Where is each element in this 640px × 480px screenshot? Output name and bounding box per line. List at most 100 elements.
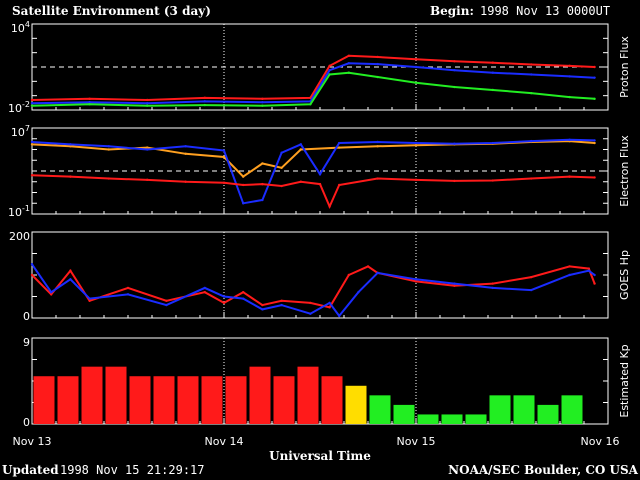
updated-value: 1998 Nov 15 21:29:17 (60, 463, 205, 477)
credit-text: NOAA/SEC Boulder, CO USA (448, 463, 639, 477)
data-point-blue (453, 68, 456, 72)
data-point-blue (318, 173, 322, 176)
data-point-red (261, 97, 264, 101)
data-point-blue (309, 312, 312, 315)
data-point-green (30, 104, 34, 107)
data-point-blue (280, 151, 283, 154)
data-point-orange (107, 148, 111, 151)
kp-bar (345, 385, 367, 424)
data-point-red (107, 177, 111, 180)
data-point-green (88, 103, 91, 106)
data-point-blue (376, 271, 379, 275)
data-point-red (376, 55, 379, 59)
data-point-red (126, 286, 130, 290)
data-point-green (530, 91, 533, 95)
data-point-orange (30, 143, 34, 146)
data-point-red (299, 180, 302, 183)
x-tick-0: Nov 13 (13, 435, 52, 448)
data-point-red (491, 61, 494, 64)
data-point-red (30, 98, 34, 102)
data-point-blue (69, 143, 72, 146)
data-point-red (366, 265, 370, 268)
data-point-blue (347, 62, 350, 65)
data-point-orange (299, 148, 302, 151)
data-point-blue (357, 291, 360, 294)
data-point-blue (69, 278, 72, 281)
data-point-blue (146, 101, 149, 105)
y-tick-top-0: 104 (11, 20, 30, 35)
kp-bar (249, 366, 271, 424)
data-point-red (414, 280, 418, 283)
kp-bar (513, 395, 535, 424)
kp-bar (201, 376, 223, 424)
data-point-red (414, 58, 418, 61)
data-point-orange (146, 146, 149, 149)
data-point-blue (414, 141, 418, 145)
x-tick-3: Nov 16 (581, 435, 620, 448)
y-axis-label-3: Estimated Kp (618, 344, 631, 417)
data-point-orange (222, 155, 226, 159)
data-point-red (88, 97, 91, 101)
data-point-red (203, 291, 206, 294)
data-point-red (347, 54, 350, 58)
data-point-red (587, 267, 590, 270)
kp-bar (177, 376, 199, 424)
y-tick-top-2: 200 (9, 230, 30, 243)
y-tick-top-3: 9 (23, 336, 30, 349)
data-point-orange (242, 175, 245, 178)
data-point-green (146, 104, 149, 107)
kp-bar (321, 376, 343, 424)
data-point-blue (530, 73, 533, 76)
series-line-1-red (31, 174, 595, 209)
data-point-blue (222, 149, 226, 152)
data-point-red (328, 205, 331, 208)
kp-bar (369, 395, 391, 424)
data-point-red (69, 269, 72, 272)
data-point-blue (587, 269, 590, 272)
data-point-red (453, 60, 456, 63)
data-point-orange (184, 152, 187, 155)
kp-bar (561, 395, 583, 424)
data-point-green (347, 71, 350, 74)
kp-bar (537, 404, 559, 424)
x-axis-label: Universal Time (269, 449, 371, 463)
data-point-blue (593, 139, 596, 142)
data-point-blue (338, 141, 341, 145)
data-point-blue (30, 263, 34, 266)
data-point-blue (453, 282, 456, 285)
data-point-red (530, 275, 533, 279)
data-point-red (222, 181, 226, 184)
data-point-red (165, 299, 168, 302)
data-point-orange (261, 162, 264, 165)
data-point-green (309, 103, 312, 106)
data-point-red (203, 96, 206, 100)
data-point-red (69, 175, 72, 178)
data-point-red (568, 175, 571, 178)
data-point-red (347, 273, 350, 277)
data-point-blue (126, 293, 130, 296)
data-point-orange (280, 166, 283, 169)
data-point-red (593, 65, 596, 69)
kp-bar (393, 404, 415, 424)
data-point-red (530, 63, 533, 66)
data-point-green (376, 75, 379, 79)
data-point-red (184, 180, 187, 183)
data-point-blue (88, 101, 91, 104)
data-point-blue (261, 101, 264, 104)
data-point-orange (593, 141, 596, 145)
data-point-blue (376, 62, 379, 66)
data-point-green (568, 95, 571, 99)
y-axis-label-1: Electron Flux (618, 135, 631, 207)
plot-title: Satellite Environment (3 day) (12, 4, 211, 18)
data-point-red (593, 282, 596, 285)
data-point-red (593, 176, 596, 179)
data-point-red (280, 299, 283, 302)
data-point-blue (242, 297, 245, 300)
data-point-blue (593, 76, 596, 79)
data-point-red (30, 174, 34, 177)
series-line-2-red (31, 265, 596, 309)
y-tick-bottom-0: 10-2 (8, 100, 30, 115)
data-point-green (203, 103, 206, 107)
data-point-blue (453, 142, 456, 145)
data-point-blue (414, 65, 418, 69)
